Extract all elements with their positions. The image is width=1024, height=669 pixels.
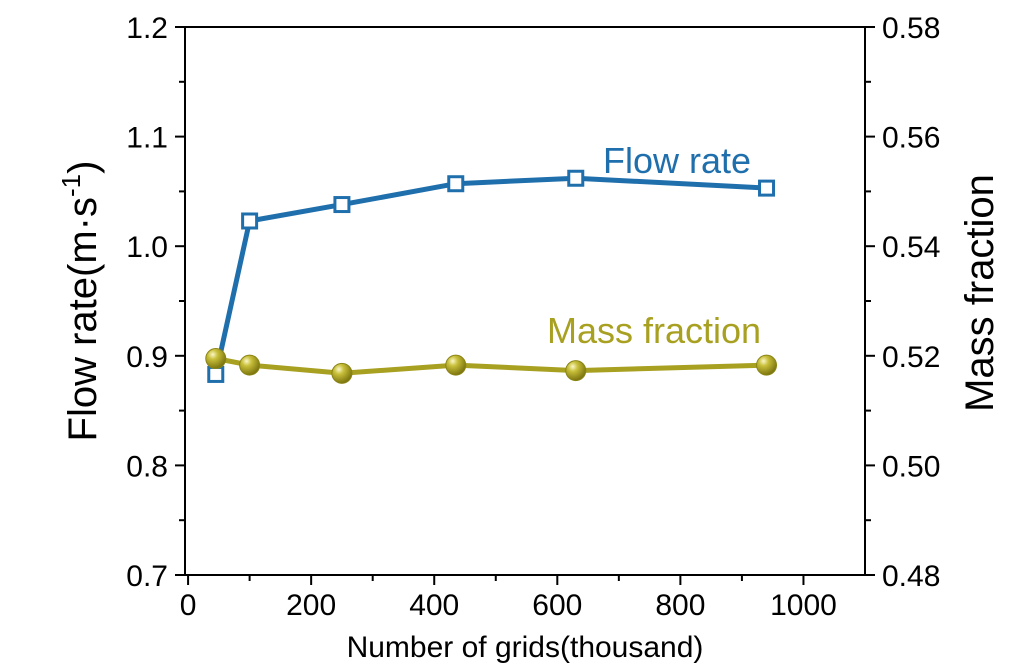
y-tick-label: 0.9 <box>126 341 168 374</box>
data-point-flow-rate <box>567 169 585 187</box>
axis-ticks: 0 200 400 600 800 1000 0.7 0.8 0.9 1.0 1.1 1.2 0.48 0… <box>126 12 940 622</box>
y-tick-label: 1.2 <box>126 12 168 45</box>
x-tick-label: 600 <box>532 589 582 622</box>
y-axis-title: Flow rate(m·s-1) <box>56 161 105 442</box>
series-layer <box>205 169 778 384</box>
x-tick-label: 0 <box>180 589 197 622</box>
y-tick-label: 0.7 <box>126 560 168 593</box>
data-point-flow-rate <box>241 212 259 230</box>
data-point-mass-fraction <box>205 348 227 370</box>
data-point-mass-fraction <box>331 362 353 384</box>
y-axis-title-close: ) <box>61 161 105 174</box>
series-line-1 <box>215 356 767 376</box>
y2-axis-title: Mass fraction <box>958 174 1002 412</box>
data-point-flow-rate <box>447 175 465 193</box>
x-tick-label: 800 <box>655 589 705 622</box>
data-point-flow-rate <box>207 365 225 383</box>
x-tick-label: 400 <box>409 589 459 622</box>
y-tick-label: 1.0 <box>126 231 168 264</box>
y2-tick-label: 0.48 <box>882 560 940 593</box>
y-tick-label: 0.8 <box>126 450 168 483</box>
y-axis-title-main: Flow rate(m·s <box>61 197 105 441</box>
y-axis-title-superscript: -1 <box>56 174 86 197</box>
data-point-mass-fraction <box>239 354 261 376</box>
y2-tick-label: 0.56 <box>882 122 940 155</box>
y-tick-label: 1.1 <box>126 122 168 155</box>
x-tick-label: 200 <box>286 589 336 622</box>
y2-tick-label: 0.50 <box>882 450 940 483</box>
series-label-mass-fraction: Mass fraction <box>547 310 761 351</box>
data-point-flow-rate <box>333 196 351 214</box>
data-point-mass-fraction <box>445 354 467 376</box>
y2-tick-label: 0.58 <box>882 12 940 45</box>
data-point-mass-fraction <box>756 354 778 376</box>
data-point-mass-fraction <box>565 360 587 382</box>
x-tick-label: 1000 <box>770 589 837 622</box>
data-point-flow-rate <box>758 179 776 197</box>
series-label-flow-rate: Flow rate <box>603 140 751 181</box>
series-line-0 <box>213 175 767 375</box>
y2-tick-label: 0.54 <box>882 231 940 264</box>
plot-frame <box>184 26 866 576</box>
x-axis-title: Number of grids(thousand) <box>347 631 704 664</box>
y2-tick-label: 0.52 <box>882 341 940 374</box>
